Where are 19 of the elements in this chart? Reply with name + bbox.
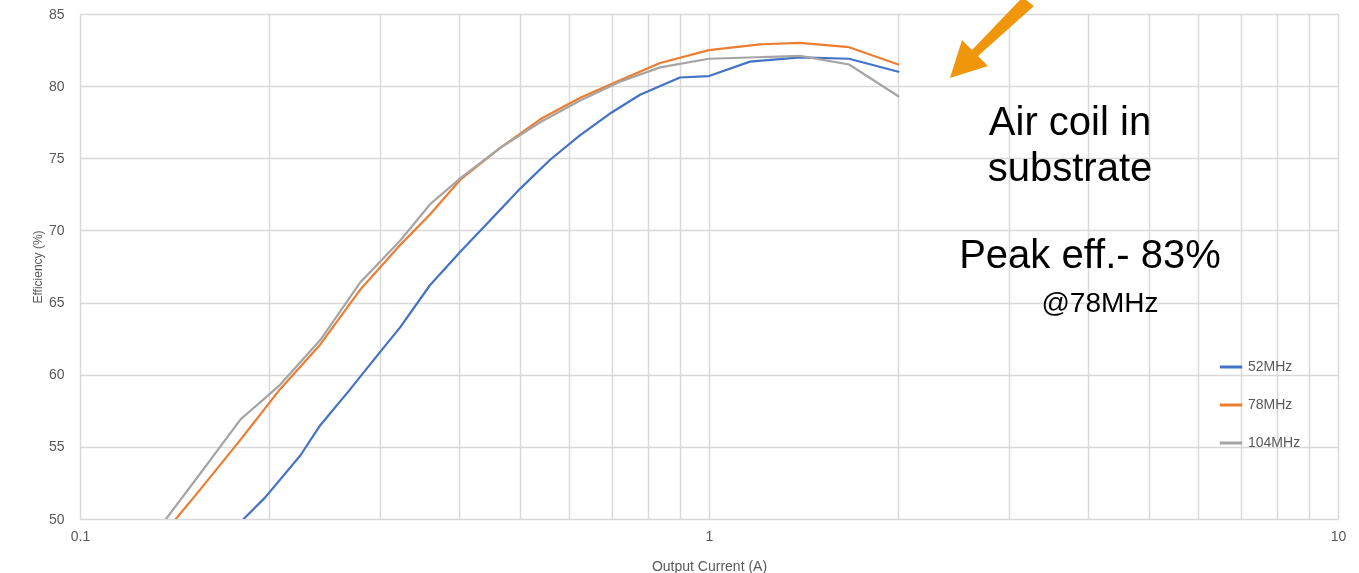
annotation: Air coil in substrate — [986, 98, 1154, 190]
legend-label: 78MHz — [1248, 396, 1293, 412]
y-tick-label: 80 — [48, 77, 65, 94]
annotation: Peak eff.- 83% — [958, 232, 1222, 277]
x-tick-label: 1 — [705, 527, 714, 544]
y-tick-label: 85 — [48, 5, 65, 22]
y-tick-label: 60 — [48, 366, 65, 383]
x-tick-label: 0.1 — [70, 527, 91, 544]
annotation: @78MHz — [1040, 287, 1160, 319]
x-axis-title: Output Current (A) — [651, 557, 768, 573]
legend-label: 104MHz — [1248, 434, 1301, 450]
y-tick-label: 70 — [48, 221, 65, 238]
legend-label: 52MHz — [1248, 358, 1293, 374]
x-tick-label: 10 — [1330, 527, 1347, 544]
y-axis-title: Efficiency (%) — [30, 230, 45, 304]
y-tick-label: 65 — [48, 294, 65, 311]
y-tick-label: 50 — [48, 510, 65, 527]
y-tick-label: 55 — [48, 438, 65, 455]
y-tick-label: 75 — [48, 149, 65, 166]
